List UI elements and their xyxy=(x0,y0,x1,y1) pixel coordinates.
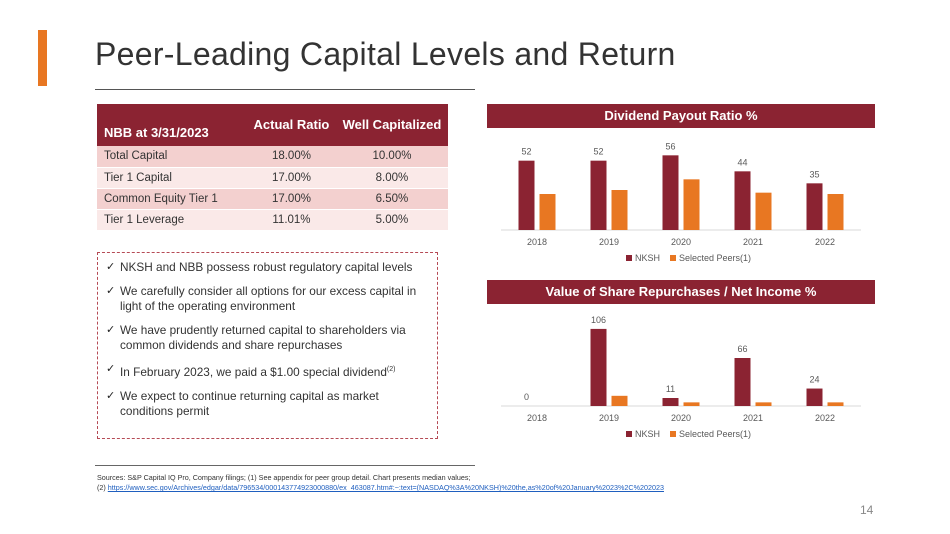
table-header-well-capitalized: Well Capitalized xyxy=(335,104,448,146)
key-points-box: ✓ NKSH and NBB possess robust regulatory… xyxy=(97,252,438,439)
x-tick-label-2018: 2018 xyxy=(527,237,547,247)
repurchase-chart-title: Value of Share Repurchases / Net Income … xyxy=(487,280,875,304)
table-cell-actual: 18.00% xyxy=(247,146,336,168)
table-cell-metric: Total Capital xyxy=(97,146,247,168)
footer-divider xyxy=(95,465,475,466)
bar-peers-2020 xyxy=(683,179,700,230)
legend-swatch-nksh xyxy=(626,431,632,437)
table-cell-well-capitalized: 10.00% xyxy=(335,146,448,168)
bar-peers-2022 xyxy=(827,402,844,406)
footnote-marker: (2) xyxy=(386,366,396,373)
legend-label-nksh: NKSH xyxy=(635,253,660,263)
checkmark-icon: ✓ xyxy=(106,363,116,375)
data-label-nksh-2021: 44 xyxy=(737,157,747,167)
bullet-item: ✓ In February 2023, we paid a $1.00 spec… xyxy=(106,362,427,380)
accent-bar xyxy=(38,30,47,86)
x-tick-label-2022: 2022 xyxy=(815,413,835,423)
x-tick-label-2019: 2019 xyxy=(599,413,619,423)
bar-peers-2021 xyxy=(755,402,772,406)
table-cell-metric: Tier 1 Capital xyxy=(97,167,247,189)
bar-peers-2020 xyxy=(683,402,700,406)
x-tick-label-2022: 2022 xyxy=(815,237,835,247)
data-label-nksh-2022: 24 xyxy=(809,375,819,385)
table-header-actual-ratio: Actual Ratio xyxy=(247,104,336,146)
bar-nksh-2018 xyxy=(518,160,535,230)
sources-link-prefix: (2) xyxy=(97,483,108,492)
table-cell-well-capitalized: 6.50% xyxy=(335,188,448,210)
table-header-entity: NBB at 3/31/2023 xyxy=(97,104,247,146)
data-label-nksh-2019: 52 xyxy=(593,147,603,157)
bullet-text-wrap: In February 2023, we paid a $1.00 specia… xyxy=(120,362,395,380)
bar-nksh-2021 xyxy=(734,171,751,230)
bar-nksh-2020 xyxy=(662,155,679,230)
legend-label-peers: Selected Peers(1) xyxy=(679,429,751,439)
legend-label-peers: Selected Peers(1) xyxy=(679,253,751,263)
table-cell-actual: 17.00% xyxy=(247,167,336,189)
bar-peers-2022 xyxy=(827,194,844,230)
page-title: Peer-Leading Capital Levels and Return xyxy=(95,36,676,72)
table-cell-metric: Tier 1 Leverage xyxy=(97,209,247,231)
bullet-item: ✓ We carefully consider all options for … xyxy=(106,284,427,314)
sources-line: Sources: S&P Capital IQ Pro, Company fil… xyxy=(97,473,471,482)
table-cell-well-capitalized: 8.00% xyxy=(335,167,448,189)
checkmark-icon: ✓ xyxy=(106,324,116,336)
share-repurchase-chart: 0 2018 106 2019 11 2020 66 2021 24 2022 NKSH Select… xyxy=(501,315,861,439)
bar-nksh-2019 xyxy=(590,328,607,406)
table-row: Common Equity Tier 1 17.00% 6.50% xyxy=(97,188,448,210)
data-label-nksh-2019: 106 xyxy=(591,315,606,325)
page-number: 14 xyxy=(860,503,874,517)
data-label-nksh-2020: 11 xyxy=(666,384,675,394)
title-divider xyxy=(95,89,475,90)
bullet-item: ✓ We have prudently returned capital to … xyxy=(106,323,427,353)
checkmark-icon: ✓ xyxy=(106,261,116,273)
x-tick-label-2021: 2021 xyxy=(743,413,763,423)
bullet-item: ✓ We expect to continue returning capita… xyxy=(106,389,427,419)
bullet-item: ✓ NKSH and NBB possess robust regulatory… xyxy=(106,260,427,275)
x-tick-label-2021: 2021 xyxy=(743,237,763,247)
bar-nksh-2021 xyxy=(734,358,751,406)
table-row: Total Capital 18.00% 10.00% xyxy=(97,146,448,168)
table-row: Tier 1 Capital 17.00% 8.00% xyxy=(97,167,448,189)
table-row: Tier 1 Leverage 11.01% 5.00% xyxy=(97,209,448,231)
bullet-text: In February 2023, we paid a $1.00 specia… xyxy=(120,364,387,379)
sources-link-line: (2) https://www.sec.gov/Archives/edgar/d… xyxy=(97,483,664,493)
bar-nksh-2020 xyxy=(662,398,679,406)
bullet-text: We carefully consider all options for ou… xyxy=(120,284,417,313)
x-tick-label-2020: 2020 xyxy=(671,237,691,247)
x-tick-label-2018: 2018 xyxy=(527,413,547,423)
data-label-nksh-2022: 35 xyxy=(809,169,819,179)
x-tick-label-2020: 2020 xyxy=(671,413,691,423)
bar-nksh-2019 xyxy=(590,160,607,230)
legend-swatch-nksh xyxy=(626,255,632,261)
dividend-payout-chart: 52 2018 52 2019 56 2020 44 2021 35 2022 NKSH Select… xyxy=(501,141,861,263)
table-cell-actual: 11.01% xyxy=(247,209,336,231)
legend-swatch-peers xyxy=(670,431,676,437)
table-cell-metric: Common Equity Tier 1 xyxy=(97,188,247,210)
bullet-text: We expect to continue returning capital … xyxy=(120,388,379,418)
bar-nksh-2022 xyxy=(806,388,823,406)
dividend-chart-title: Dividend Payout Ratio % xyxy=(487,104,875,128)
legend-swatch-peers xyxy=(670,255,676,261)
bar-peers-2018 xyxy=(539,194,556,230)
table-cell-actual: 17.00% xyxy=(247,188,336,210)
checkmark-icon: ✓ xyxy=(106,389,116,402)
checkmark-icon: ✓ xyxy=(106,285,116,297)
table-cell-well-capitalized: 5.00% xyxy=(335,209,448,231)
table-header-row: NBB at 3/31/2023 Actual Ratio Well Capit… xyxy=(97,104,448,146)
bar-peers-2021 xyxy=(755,192,772,230)
bar-peers-2019 xyxy=(611,190,628,230)
data-label-nksh-2018: 0 xyxy=(524,392,529,402)
bullet-text: NKSH and NBB possess robust regulatory c… xyxy=(120,260,413,274)
data-label-nksh-2018: 52 xyxy=(521,147,531,157)
bar-peers-2019 xyxy=(611,395,628,406)
capital-ratio-table: NBB at 3/31/2023 Actual Ratio Well Capit… xyxy=(97,104,448,231)
bar-nksh-2022 xyxy=(806,183,823,230)
legend-label-nksh: NKSH xyxy=(635,429,660,439)
sources-note: Sources: S&P Capital IQ Pro, Company fil… xyxy=(97,473,664,493)
sec-filing-link[interactable]: https://www.sec.gov/Archives/edgar/data/… xyxy=(107,483,664,492)
data-label-nksh-2021: 66 xyxy=(737,344,747,354)
x-tick-label-2019: 2019 xyxy=(599,237,619,247)
data-label-nksh-2020: 56 xyxy=(665,141,675,151)
bullet-text: We have prudently returned capital to sh… xyxy=(120,323,406,352)
